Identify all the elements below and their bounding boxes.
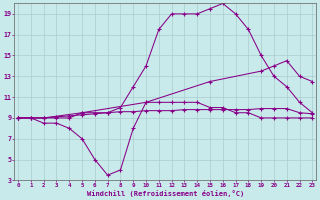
X-axis label: Windchill (Refroidissement éolien,°C): Windchill (Refroidissement éolien,°C) [87, 190, 244, 197]
